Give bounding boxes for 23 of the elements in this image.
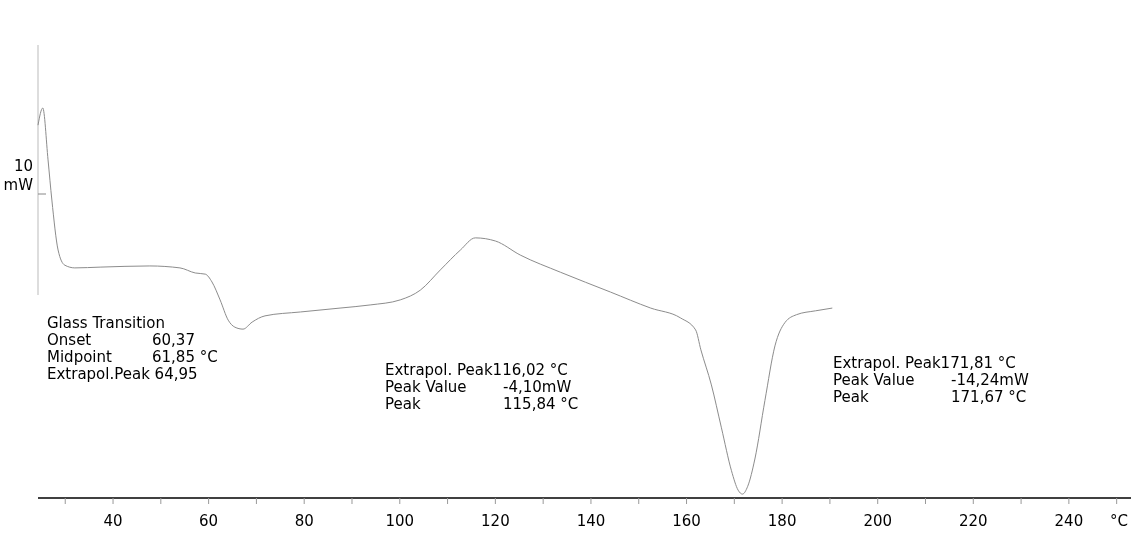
text: Peak Value -4,10mW (385, 378, 572, 396)
x-tick-label: 220 (958, 512, 988, 530)
x-tick-label: 240 (1054, 512, 1084, 530)
x-tick-label: 200 (863, 512, 893, 530)
annotation: Extrapol. Peak171,81 °C (833, 354, 1016, 372)
text: Onset 60,37 (47, 331, 195, 349)
text: Peak 171,67 °C (833, 388, 1027, 406)
annotation: Glass Transition (47, 314, 165, 332)
x-tick-label: 100 (385, 512, 415, 530)
x-tick-label: 140 (576, 512, 606, 530)
x-tick-label: 80 (294, 512, 314, 530)
x-tick-label: 60 (199, 512, 219, 530)
text: Peak Value -14,24mW (833, 371, 1029, 389)
x-tick-label: 120 (481, 512, 510, 530)
x-tick-label: 180 (767, 512, 797, 530)
x-tick-label: 40 (103, 512, 123, 530)
text: Peak 115,84 °C (385, 395, 579, 413)
x-tick-label: 160 (672, 512, 701, 530)
y-axis-title: 10 mW (3, 157, 34, 194)
annotation: Extrapol.Peak 64,95 (47, 365, 198, 383)
text: Midpoint 61,85 °C (47, 348, 218, 366)
annotation: Extrapol. Peak116,02 °C (385, 361, 568, 379)
x-axis-title: °C (1110, 512, 1128, 530)
